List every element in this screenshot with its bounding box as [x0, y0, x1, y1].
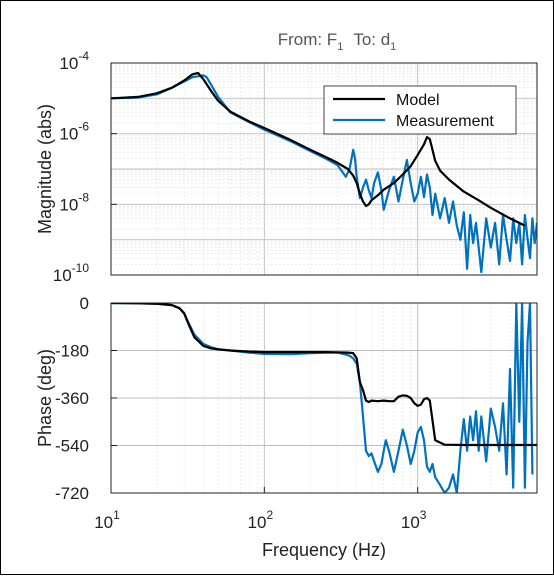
legend-measurement-label: Measurement — [396, 113, 494, 130]
x-tick-label: 103 — [401, 508, 427, 532]
legend-box — [323, 85, 517, 135]
series-model-magnitude-line — [111, 71, 526, 227]
x-axis-label: Frequency (Hz) — [262, 540, 386, 560]
phase-ylabel: Phase (deg) — [35, 349, 55, 447]
magnitude-axes-box — [110, 62, 538, 276]
y-tick-label: -540 — [55, 437, 89, 456]
legend-model-label: Model — [396, 92, 440, 109]
phase-panel: 0-180-360-540-720 101 102 103 Phase (deg) … — [35, 294, 538, 560]
x-tick-label: 101 — [94, 508, 120, 532]
x-tick-label: 102 — [248, 508, 274, 532]
y-tick-label: -360 — [55, 389, 89, 408]
magnitude-y-ticks: 10-4 10-6 10-8 10-10 — [53, 49, 117, 285]
chart-title: From: F1 To: d1 — [278, 30, 397, 53]
y-tick-label: -180 — [55, 342, 89, 361]
phase-lines — [111, 303, 537, 493]
magnitude-ylabel: Magnitude (abs) — [35, 104, 55, 234]
series-model-phase-line — [111, 303, 537, 447]
magnitude-panel: 10-4 10-6 10-8 10-10 Magnitude (abs) Model … — [35, 49, 538, 285]
phase-y-ticks: 0 -180 -360 -540 -720 — [55, 294, 117, 503]
y-tick-label: 10-4 — [59, 49, 89, 73]
phase-x-ticks: 101 102 103 — [94, 487, 427, 532]
legend: Model Measurement — [323, 85, 517, 135]
y-tick-label: 10-6 — [59, 120, 89, 144]
magnitude-lines — [111, 71, 537, 274]
series-measurement-phase-line — [111, 303, 534, 493]
y-tick-label: 10-8 — [59, 190, 89, 214]
y-tick-label: 10-10 — [53, 261, 90, 285]
y-tick-label: 0 — [80, 294, 89, 313]
y-tick-label: -720 — [55, 484, 89, 503]
